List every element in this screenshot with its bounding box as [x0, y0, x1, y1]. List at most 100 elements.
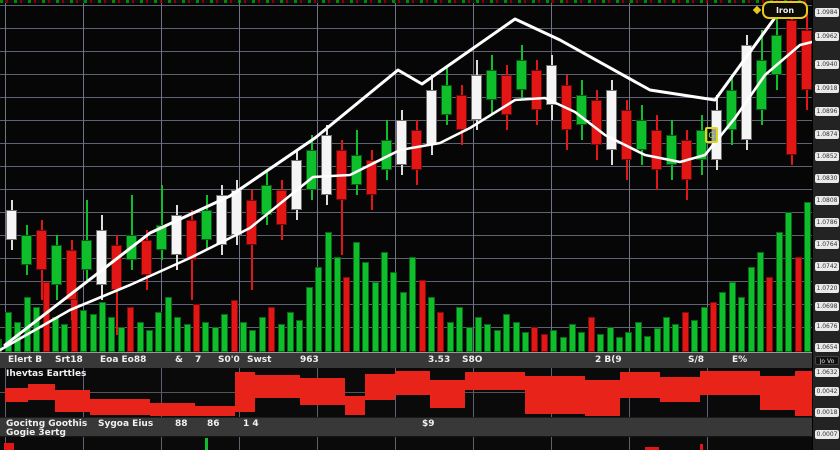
volume-bar [399, 292, 407, 352]
volume-bar [127, 307, 135, 352]
candle [411, 130, 422, 170]
price-scale-column[interactable]: 1.0984 1.0962 1.0940 1.0918 1.0896 1.0874 1.08… [812, 0, 840, 450]
volume-bar [503, 314, 511, 352]
volume-bar [437, 312, 445, 352]
indicator-area-segment [55, 390, 90, 412]
indicator-panel-1[interactable]: Ihevtas Earttles [0, 368, 812, 417]
indicator-area-segment [465, 372, 525, 390]
candle [801, 30, 812, 90]
price-scale-label: 0.0018 [815, 408, 839, 417]
volume-bar [202, 322, 210, 352]
indicator-area-segment [300, 378, 345, 405]
volume-bar [493, 330, 501, 352]
current-price-tag[interactable]: Iron [762, 1, 808, 19]
volume-bar [766, 277, 774, 352]
volume-bar [334, 257, 341, 352]
volume-bar [315, 267, 323, 352]
price-scale-label: 0.0007 [815, 430, 839, 439]
indicator-area-segment [620, 372, 660, 398]
price-scale-label: 1.0918 [815, 84, 839, 93]
indicator-2-label: Gocitng Goothis [6, 419, 88, 429]
time-axis-label: 7 [195, 355, 202, 365]
volume-bar [193, 304, 200, 352]
candle [216, 195, 227, 245]
price-scale-label: 1.0830 [815, 174, 839, 183]
volume-bar [625, 332, 633, 352]
volume-bar [606, 327, 614, 352]
candle [36, 230, 47, 270]
chart-object-marker[interactable]: G [705, 127, 718, 143]
volume-bar [240, 322, 247, 352]
price-scale-label: 1.0720 [815, 284, 839, 293]
candle [546, 65, 557, 105]
time-axis-label: Eoa Eo88 [100, 355, 147, 365]
volume-bar [597, 334, 605, 352]
volume-bar [305, 287, 313, 352]
candle [66, 250, 77, 300]
volume-bar [634, 322, 642, 352]
indicator-area-segment [660, 377, 700, 402]
volume-bar [99, 302, 106, 352]
candle [441, 85, 452, 115]
time-axis-label: Elert B [8, 355, 43, 365]
candle [51, 245, 62, 285]
volume-bar [80, 310, 88, 352]
volume-bar [747, 267, 755, 352]
volume-bar [287, 312, 294, 352]
price-scale-label: 1.0632 [815, 368, 839, 377]
volume-bar [371, 282, 379, 352]
volume-bar [653, 328, 661, 352]
price-scale-label: 1.0896 [815, 107, 839, 116]
volume-bar [352, 242, 360, 352]
volume-bar [249, 330, 257, 352]
time-axis-label: & [175, 355, 183, 365]
price-scale-label: 1.0786 [815, 218, 839, 227]
indicator-histogram-mark [4, 443, 14, 450]
volume-bar [418, 280, 426, 352]
candle [501, 75, 512, 115]
volume-bar [456, 307, 464, 352]
volume-bar [390, 272, 398, 352]
indicator-panel-2[interactable] [0, 437, 812, 450]
indicator-separator-bar[interactable]: Gocitng Goothis Sygoa Eius 88 86 1 4 $9 Gogie … [0, 417, 812, 438]
volume-bar [672, 324, 680, 352]
time-axis-label: Srt18 [55, 355, 83, 365]
price-scale-label: 1.0984 [815, 8, 839, 17]
indicator-area-segment [585, 380, 620, 416]
volume-bar [484, 324, 492, 352]
price-scale-label: 1.0654 [815, 343, 839, 352]
indicator-2-label: Sygoa Eius [98, 419, 154, 429]
indicator-area-segment [195, 406, 235, 416]
time-axis[interactable]: Elert B Srt18 Eoa Eo88 & 7 S0'0 Swst 963 3.53 S8O… [0, 352, 812, 368]
time-axis-label: Swst [247, 355, 272, 365]
volume-bar [578, 332, 586, 352]
candle [591, 100, 602, 145]
indicator-area-segment [345, 396, 365, 415]
time-axis-label: S/8 [688, 355, 705, 365]
volume-bar [277, 324, 285, 352]
candle [771, 35, 782, 75]
indicator-2-label: 86 [207, 419, 220, 429]
volume-bar [89, 314, 97, 352]
price-scale-label: 0.0042 [815, 387, 839, 396]
candle [21, 235, 32, 265]
indicator-histogram-mark [645, 447, 659, 450]
volume-bar [681, 312, 689, 352]
indicator-2-label: $9 [422, 419, 435, 429]
volume-bar [738, 297, 746, 352]
candle [786, 20, 797, 155]
candle [141, 240, 152, 275]
candle [726, 90, 737, 130]
moving-average-overlay [0, 6, 812, 352]
volume-bar [785, 212, 793, 352]
candle [651, 130, 662, 170]
candle [321, 135, 332, 195]
candlestick-chart-canvas[interactable] [0, 0, 812, 352]
indicator-area-segment [150, 403, 195, 416]
time-axis-label: S8O [462, 355, 483, 365]
volume-bar [700, 307, 708, 352]
candle [636, 120, 647, 150]
price-scale-label: 1.0808 [815, 196, 839, 205]
volume-bar [296, 320, 304, 352]
